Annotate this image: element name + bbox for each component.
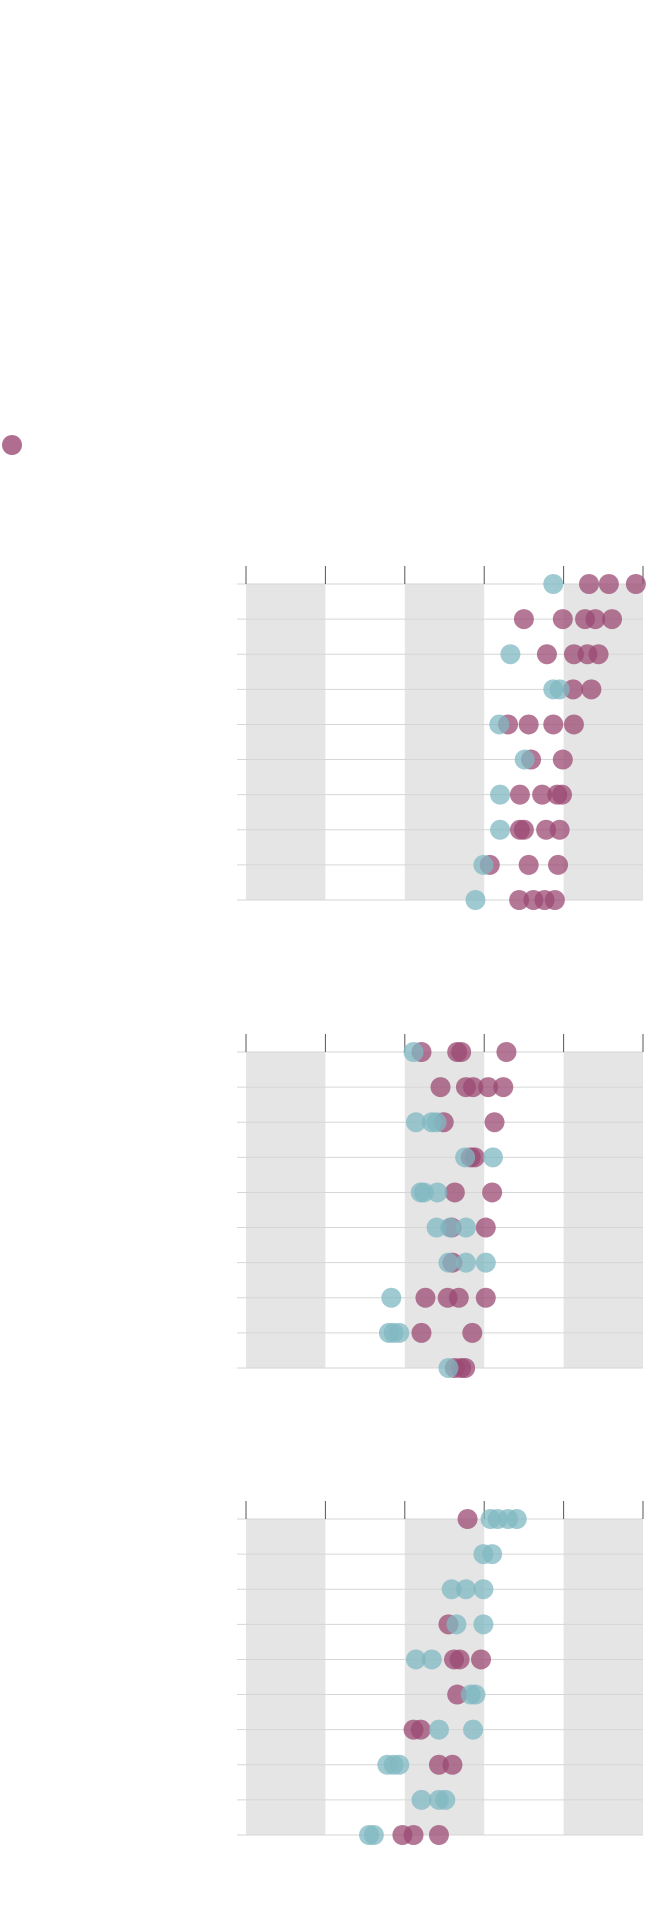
dot	[509, 784, 530, 805]
dot	[403, 1825, 424, 1845]
dot	[363, 1825, 384, 1845]
band	[404, 1519, 485, 1835]
dot	[448, 1287, 469, 1308]
band	[563, 584, 643, 900]
dot	[588, 644, 609, 665]
dot	[484, 1112, 505, 1133]
dot	[543, 714, 564, 735]
dot	[513, 609, 534, 630]
dot	[428, 1825, 449, 1845]
dot	[598, 574, 619, 594]
dot	[442, 1754, 463, 1775]
dot	[475, 1217, 496, 1238]
band	[563, 1519, 643, 1835]
dot	[471, 1649, 492, 1670]
dot	[500, 644, 521, 665]
dot	[440, 1217, 461, 1238]
dot	[513, 819, 534, 840]
dot	[438, 1252, 459, 1273]
dot	[462, 1322, 483, 1343]
dot	[430, 1077, 451, 1098]
dot	[473, 1614, 494, 1635]
band	[246, 1519, 326, 1835]
band	[246, 584, 326, 900]
dot	[455, 1579, 476, 1600]
dot	[489, 714, 510, 735]
dot	[509, 890, 530, 910]
dot	[438, 1358, 459, 1378]
dot	[552, 749, 573, 770]
dot	[451, 1042, 472, 1062]
dot	[465, 1684, 486, 1705]
dot	[473, 1579, 494, 1600]
dot	[389, 1322, 410, 1343]
dot	[581, 679, 602, 700]
dot	[455, 1147, 476, 1168]
dot	[381, 1287, 402, 1308]
dot	[405, 1112, 426, 1133]
dot	[473, 854, 494, 875]
dot	[552, 784, 573, 805]
dot	[463, 1077, 484, 1098]
dot	[490, 784, 511, 805]
legend-marker	[2, 435, 22, 455]
dot	[549, 679, 570, 700]
dot	[543, 574, 564, 594]
dot	[475, 1252, 496, 1273]
dot	[478, 1077, 499, 1098]
dot	[493, 1077, 514, 1098]
dot	[403, 1042, 424, 1062]
dot	[415, 1287, 436, 1308]
dot	[426, 1112, 447, 1133]
dot	[457, 1509, 478, 1529]
dot	[518, 854, 539, 875]
dot	[444, 1182, 465, 1203]
dot	[411, 1789, 432, 1810]
dot	[441, 1579, 462, 1600]
dot	[449, 1649, 470, 1670]
dot	[410, 1719, 431, 1740]
dot	[455, 1358, 476, 1378]
dot	[532, 784, 553, 805]
dot	[465, 890, 486, 910]
dot	[625, 574, 646, 594]
dot	[585, 609, 606, 630]
dot	[514, 749, 535, 770]
dot	[482, 1544, 503, 1565]
dot	[549, 819, 570, 840]
dot	[405, 1649, 426, 1670]
dot	[428, 1719, 449, 1740]
dot	[563, 714, 584, 735]
dot	[544, 890, 565, 910]
dot	[455, 1217, 476, 1238]
dot	[475, 1287, 496, 1308]
band	[246, 1052, 326, 1368]
dot	[552, 609, 573, 630]
dot	[602, 609, 623, 630]
band	[563, 1052, 643, 1368]
dot	[427, 1182, 448, 1203]
dot	[446, 1614, 467, 1635]
dot	[389, 1754, 410, 1775]
band	[404, 1052, 485, 1368]
dot	[421, 1649, 442, 1670]
dot	[548, 854, 569, 875]
dot	[482, 1147, 503, 1168]
dot	[518, 714, 539, 735]
dot	[579, 574, 600, 594]
band	[404, 584, 485, 900]
dot	[411, 1322, 432, 1343]
dot	[463, 1719, 484, 1740]
dot	[536, 644, 557, 665]
dot	[482, 1182, 503, 1203]
dot	[435, 1789, 456, 1810]
dot	[506, 1509, 527, 1529]
dot	[496, 1042, 517, 1062]
dot	[455, 1252, 476, 1273]
dot	[490, 819, 511, 840]
